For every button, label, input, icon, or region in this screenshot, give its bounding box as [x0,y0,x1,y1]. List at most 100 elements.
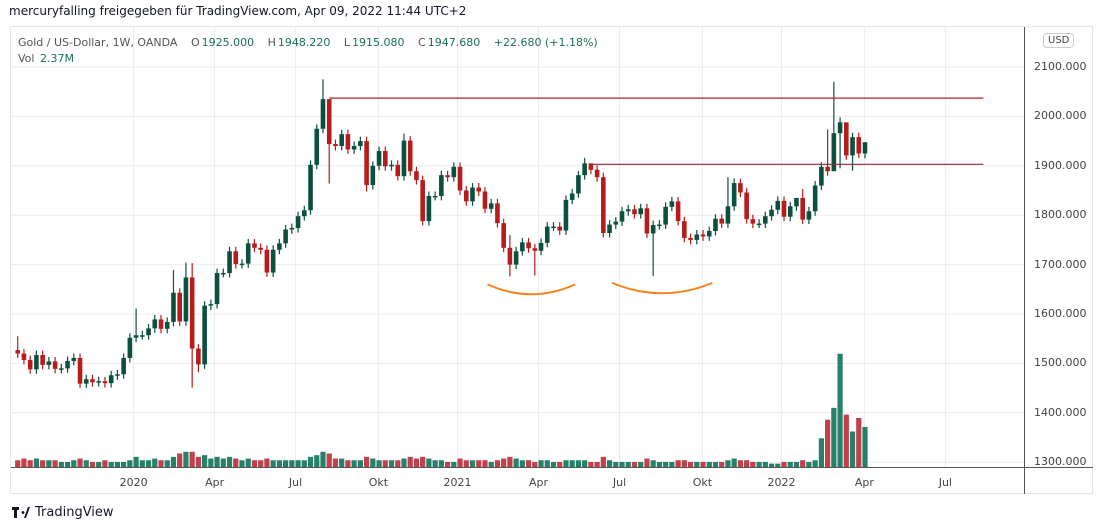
candle-down [158,319,164,329]
volume-bar [301,460,307,467]
volume-bar [631,461,638,467]
candle-down [252,243,257,248]
volume-bar [258,460,264,467]
volume-bar [46,460,52,467]
volume-bar [177,453,183,467]
volume-bar [345,460,351,467]
candle-down [476,187,482,192]
candle-up [625,209,631,212]
candle-up [96,381,102,383]
volume-bar [463,460,469,467]
time-tick-label: 2021 [443,476,472,489]
candle-down [482,191,488,209]
candle-down [326,99,332,145]
volume-bar [83,460,89,467]
volume-bar [202,455,208,467]
volume-bar [295,460,301,467]
volume-bar [220,458,226,467]
price-tick-label: 1500.000 [1034,356,1087,370]
currency-button[interactable]: USD [1043,33,1075,48]
candle-down [196,348,201,365]
volume-bar [532,461,538,467]
volume-bar [326,453,332,467]
candle-down [644,208,650,234]
candle-up [152,319,158,329]
candle-down [233,251,239,265]
rounded-bottom-arc [611,281,713,295]
candle-down [52,361,58,369]
candle-up [164,321,170,329]
candle-up [582,163,587,176]
chart-frame [10,26,1093,494]
candle-down [102,381,108,384]
volume-bar [482,460,488,467]
volume-bar [862,426,868,467]
volume-bar [687,461,694,467]
volume-bar [413,458,420,467]
candle-up [513,251,519,265]
volume-bar [650,460,656,467]
candle-up [59,368,64,370]
candle-up [694,234,700,240]
candle-down [364,141,369,186]
price-tick-label: 1300.000 [1034,455,1087,469]
time-tick-label: Okt [368,476,389,489]
volume-bar [77,458,83,467]
volume-bar [102,460,108,467]
volume-bar [768,463,775,467]
price-tick-label: 1600.000 [1034,307,1087,320]
volume-bar [625,461,631,467]
volume-bar [357,460,363,467]
volume-bar [544,460,550,467]
candle-down [844,122,849,156]
volume-bar [158,460,164,467]
candle-up [812,185,818,212]
candle-up [121,357,126,375]
volume-bar [582,460,588,467]
volume-bar [762,461,768,467]
candle-up [227,251,232,273]
candle-up [314,128,320,165]
candle-down [594,169,600,178]
candle-up [46,361,52,365]
volume-bar [731,458,737,467]
share-caption: mercuryfalling freigegeben für TradingVi… [9,4,467,18]
volume-bar [89,461,96,467]
candle-up [756,223,762,226]
candle-up [108,375,114,384]
candle-down [738,183,743,193]
volume-bar [538,460,544,467]
volume-bar [613,461,619,467]
price-tick-label: 1800.000 [1034,208,1087,222]
candle-up [451,166,457,178]
time-tick-label: Apr [854,476,874,489]
volume-bar [569,460,575,467]
volume-bar [675,460,681,467]
volume-bar [700,461,706,467]
volume-bar [451,461,457,467]
volume-bar [245,458,251,467]
candle-up [787,206,793,217]
candle-up [819,166,824,186]
volume-bar [58,461,64,467]
open-label: O [190,36,200,49]
volume-bar [756,461,762,467]
volume-bar [233,458,239,467]
candle-up [669,201,675,207]
time-tick-label: 2022 [767,476,796,489]
rounded-bottom-arc [487,283,576,296]
volume-bar [737,460,743,467]
candle-up [202,305,207,365]
candle-up [488,203,494,209]
high-value: 1948.220 [277,36,331,49]
volume-bar [307,456,314,467]
tradingview-brand[interactable]: TradingView [12,505,114,520]
volume-bar [420,456,426,467]
volume-bar [432,460,438,467]
volume-value: 2.37M [39,52,74,65]
candle-up [183,277,189,322]
volume-bar [638,461,644,467]
volume-bar [145,460,152,467]
candle-up [245,243,251,264]
